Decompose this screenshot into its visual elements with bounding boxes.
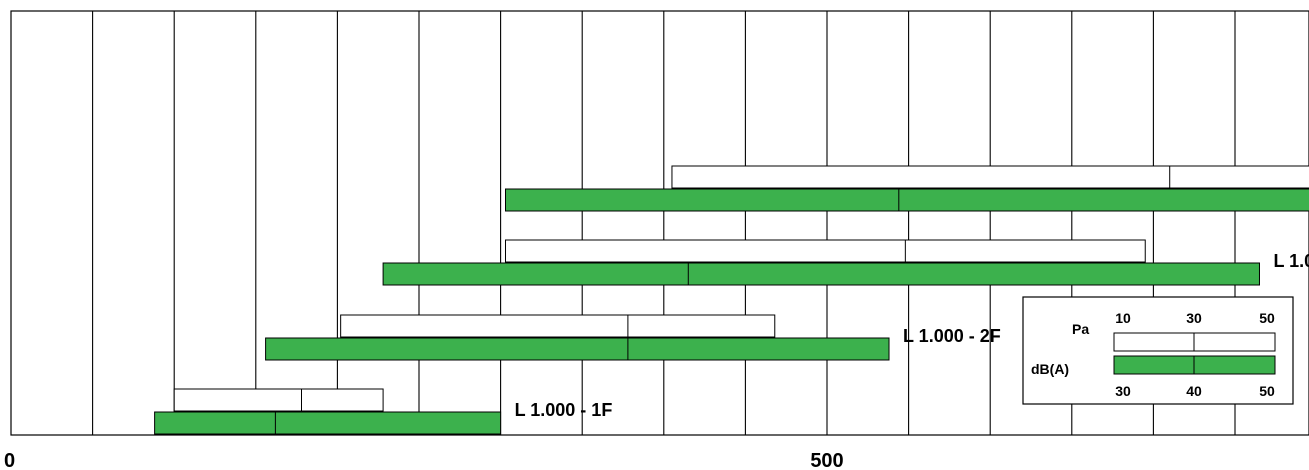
pa-range-bar	[340, 314, 776, 338]
pa-range-bar	[173, 388, 384, 412]
legend-dba-tick: 40	[1186, 383, 1202, 399]
pa-range-bar	[504, 239, 1146, 263]
x-tick-label: 500	[810, 450, 843, 470]
dba-range-bar	[265, 337, 890, 361]
unit-label: L 1.000 - 2F	[903, 326, 1001, 346]
unit-label: L 1.000 - 1F	[515, 400, 613, 420]
legend-pa-tick: 50	[1259, 310, 1275, 326]
legend-pa-title: Pa	[1072, 321, 1089, 337]
legend-pa-tick: 10	[1115, 310, 1131, 326]
x-tick-label: 0	[4, 450, 15, 470]
pa-range-bar	[671, 165, 1309, 189]
x-axis-ticks: 05001.0001.500	[4, 450, 844, 470]
bars-layer: L 1.000 - 1FL 1.000 - 2FL 1.000 - 3FL 1.…	[154, 165, 1309, 435]
legend-dba-tick: 50	[1259, 383, 1275, 399]
dba-range-bar	[154, 411, 502, 435]
legend-dba-title: dB(A)	[1031, 361, 1069, 377]
unit-label: L 1.000 - 3F	[1273, 251, 1309, 271]
legend: Pa 10 30 50 dB(A) 30 40 50	[1022, 296, 1294, 405]
legend-dba-tick: 30	[1115, 383, 1131, 399]
dba-range-bar	[382, 262, 1260, 286]
dba-range-bar	[504, 188, 1309, 212]
grid-lines	[92, 11, 1236, 435]
legend-pa-tick: 30	[1186, 310, 1202, 326]
